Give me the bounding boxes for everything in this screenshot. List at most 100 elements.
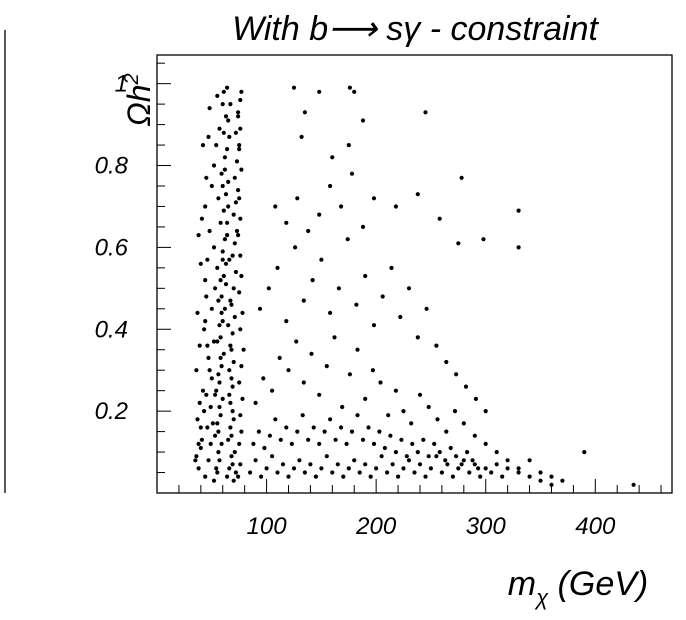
data-point [267,433,272,438]
data-point [227,392,232,397]
data-point [310,278,315,283]
data-point [214,466,219,471]
data-point [219,171,224,176]
data-point [339,204,344,209]
data-point [214,388,219,393]
data-point [527,458,532,463]
data-point [241,347,246,352]
data-point [220,249,225,254]
data-point [196,233,201,238]
data-point [505,466,510,471]
data-point [225,147,230,152]
data-point [217,380,222,385]
data-point [295,429,300,434]
data-point [277,355,282,360]
data-point [311,425,316,430]
x-tick-label: 300 [466,513,507,540]
data-point [259,474,264,479]
data-point [549,474,554,479]
data-point [377,429,382,434]
data-point [229,454,234,459]
data-point [230,409,235,414]
data-point [209,183,214,189]
data-point [423,474,428,479]
data-point [230,462,235,467]
data-point [360,437,366,442]
data-point [516,470,521,475]
data-point [200,143,206,148]
data-point [467,470,472,475]
data-point [317,212,322,217]
data-point [216,450,221,455]
data-point [227,368,232,373]
data-point [218,413,223,418]
x-axis-label-unit: (GeV) [548,565,648,603]
data-point [346,143,351,148]
data-point [209,376,214,381]
y-tick-label: 0.8 [95,153,129,180]
data-point [233,269,238,275]
data-point [294,339,299,344]
data-point [233,200,238,205]
data-point [211,245,217,250]
data-point [349,429,355,434]
data-point [194,368,199,373]
data-point [270,388,275,393]
data-point [363,396,368,401]
data-point [204,294,209,299]
data-point [516,245,521,250]
data-point [203,278,208,283]
data-point [220,102,225,107]
data-point [234,159,240,164]
data-point [237,147,242,152]
data-point [382,445,387,451]
data-point [275,265,280,270]
data-point [434,454,439,459]
data-point [345,237,350,242]
data-point [216,429,221,434]
data-point [218,278,223,283]
data-point [371,441,377,446]
data-point [231,417,236,422]
data-point [226,204,231,209]
data-point [211,478,217,483]
data-point [417,462,423,467]
data-point [489,470,494,475]
data-point [211,339,217,344]
data-point [261,376,266,381]
data-point [215,470,220,475]
data-point [370,368,375,373]
data-point [216,298,221,303]
data-point [289,441,294,446]
data-point [218,335,223,340]
data-point [374,466,379,471]
data-point [538,478,543,483]
data-point [388,433,393,438]
data-point [426,454,431,459]
data-point [207,228,212,234]
data-point [230,253,235,258]
data-point [213,433,218,438]
data-point [195,417,200,422]
data-point [470,458,475,463]
data-point [196,441,201,446]
data-point [319,257,324,262]
data-point [324,454,329,459]
data-point [223,192,229,197]
data-point [456,466,461,471]
data-point [231,359,236,365]
y-tick-label: 0.6 [95,234,129,261]
data-point [215,421,220,426]
data-point [215,93,220,98]
data-point [309,351,314,356]
data-point [401,466,406,471]
data-point [236,114,241,119]
data-point [222,237,227,242]
data-point [219,310,224,315]
data-point [226,118,231,123]
data-point [248,470,253,475]
data-point [206,355,211,360]
data-point [389,265,394,270]
data-point [236,474,241,479]
data-point [328,417,333,422]
